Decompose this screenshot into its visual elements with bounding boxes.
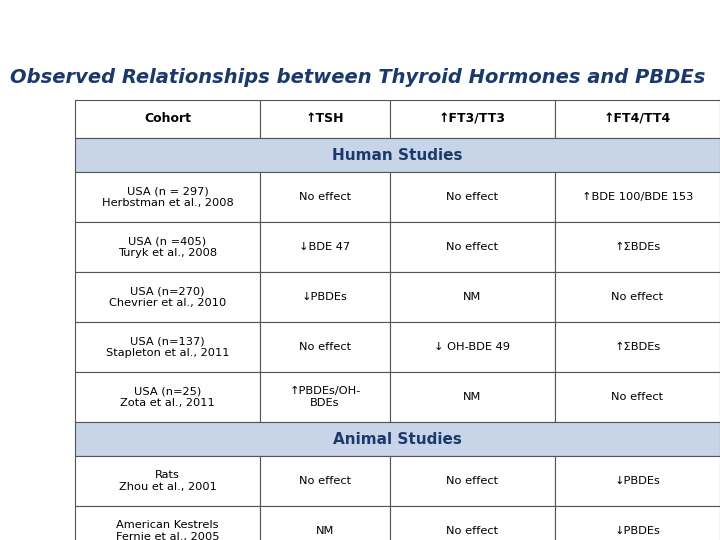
Text: Human Studies: Human Studies bbox=[332, 147, 463, 163]
Text: No effect: No effect bbox=[446, 192, 498, 202]
Text: USA (n =405)
Turyk et al., 2008: USA (n =405) Turyk et al., 2008 bbox=[118, 236, 217, 258]
Bar bbox=[260, 100, 390, 138]
Bar bbox=[555, 506, 720, 540]
Text: ↑ΣBDEs: ↑ΣBDEs bbox=[614, 342, 661, 352]
Bar bbox=[75, 372, 260, 422]
Bar bbox=[555, 172, 720, 222]
Text: NM: NM bbox=[463, 292, 482, 302]
Text: No effect: No effect bbox=[611, 392, 664, 402]
Bar bbox=[555, 456, 720, 506]
Text: No effect: No effect bbox=[446, 476, 498, 486]
Bar bbox=[75, 272, 260, 322]
Bar bbox=[555, 222, 720, 272]
Text: ↑TSH: ↑TSH bbox=[306, 112, 344, 125]
Text: No effect: No effect bbox=[299, 476, 351, 486]
Text: ↓PBDEs: ↓PBDEs bbox=[302, 292, 348, 302]
Text: ↑ΣBDEs: ↑ΣBDEs bbox=[614, 242, 661, 252]
Text: Rats
Zhou et al., 2001: Rats Zhou et al., 2001 bbox=[119, 470, 217, 492]
Text: ↓PBDEs: ↓PBDEs bbox=[615, 476, 660, 486]
Text: No effect: No effect bbox=[299, 342, 351, 352]
Bar bbox=[555, 272, 720, 322]
Text: ↑BDE 100/BDE 153: ↑BDE 100/BDE 153 bbox=[582, 192, 693, 202]
Bar bbox=[75, 506, 260, 540]
Text: ↓ OH-BDE 49: ↓ OH-BDE 49 bbox=[434, 342, 510, 352]
Text: ↑FT3/TT3: ↑FT3/TT3 bbox=[439, 112, 506, 125]
Bar bbox=[75, 100, 260, 138]
Text: USA (n=270)
Chevrier et al., 2010: USA (n=270) Chevrier et al., 2010 bbox=[109, 286, 226, 308]
Bar bbox=[390, 100, 555, 138]
Bar bbox=[390, 172, 555, 222]
Bar bbox=[260, 456, 390, 506]
Bar bbox=[555, 372, 720, 422]
Text: No effect: No effect bbox=[611, 292, 664, 302]
Bar bbox=[75, 138, 720, 172]
Text: NM: NM bbox=[463, 392, 482, 402]
Bar bbox=[75, 172, 260, 222]
Bar bbox=[75, 222, 260, 272]
Text: NM: NM bbox=[316, 526, 334, 536]
Bar bbox=[390, 322, 555, 372]
Bar bbox=[555, 322, 720, 372]
Bar bbox=[390, 506, 555, 540]
Text: American Kestrels
Fernie et al., 2005: American Kestrels Fernie et al., 2005 bbox=[116, 520, 220, 540]
Bar bbox=[390, 372, 555, 422]
Bar bbox=[260, 222, 390, 272]
Text: ↑FT4/TT4: ↑FT4/TT4 bbox=[604, 112, 671, 125]
Bar bbox=[260, 272, 390, 322]
Bar bbox=[75, 456, 260, 506]
Bar bbox=[390, 456, 555, 506]
Bar bbox=[555, 100, 720, 138]
Bar bbox=[260, 172, 390, 222]
Text: Animal Studies: Animal Studies bbox=[333, 431, 462, 447]
Text: Observed Relationships between Thyroid Hormones and PBDEs: Observed Relationships between Thyroid H… bbox=[10, 68, 706, 87]
Bar bbox=[390, 272, 555, 322]
Bar bbox=[390, 222, 555, 272]
Text: ↓BDE 47: ↓BDE 47 bbox=[300, 242, 351, 252]
Text: USA (n = 297)
Herbstman et al., 2008: USA (n = 297) Herbstman et al., 2008 bbox=[102, 186, 233, 208]
Text: USA (n=137)
Stapleton et al., 2011: USA (n=137) Stapleton et al., 2011 bbox=[106, 336, 229, 358]
Text: ↑PBDEs/OH-
BDEs: ↑PBDEs/OH- BDEs bbox=[289, 386, 361, 408]
Bar bbox=[260, 372, 390, 422]
Text: No effect: No effect bbox=[299, 192, 351, 202]
Text: Cohort: Cohort bbox=[144, 112, 191, 125]
Bar bbox=[260, 322, 390, 372]
Text: USA (n=25)
Zota et al., 2011: USA (n=25) Zota et al., 2011 bbox=[120, 386, 215, 408]
Text: ↓PBDEs: ↓PBDEs bbox=[615, 526, 660, 536]
Bar bbox=[75, 422, 720, 456]
Text: No effect: No effect bbox=[446, 526, 498, 536]
Text: No effect: No effect bbox=[446, 242, 498, 252]
Bar bbox=[260, 506, 390, 540]
Bar bbox=[75, 322, 260, 372]
